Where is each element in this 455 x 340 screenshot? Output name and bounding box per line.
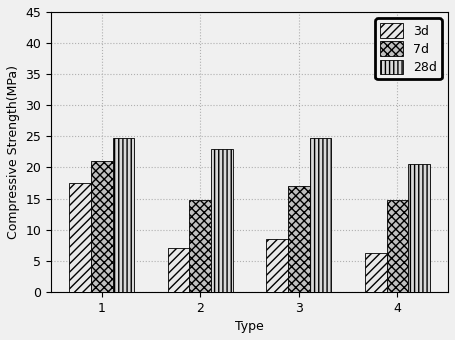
Bar bbox=[387, 200, 408, 292]
Bar bbox=[168, 248, 189, 292]
Bar bbox=[310, 138, 331, 292]
Bar bbox=[91, 161, 112, 292]
Bar bbox=[211, 149, 233, 292]
X-axis label: Type: Type bbox=[235, 320, 264, 333]
Bar bbox=[365, 253, 387, 292]
Bar bbox=[288, 186, 310, 292]
Legend: 3d, 7d, 28d: 3d, 7d, 28d bbox=[375, 18, 442, 79]
Bar bbox=[189, 200, 211, 292]
Bar bbox=[112, 138, 134, 292]
Bar bbox=[69, 183, 91, 292]
Y-axis label: Compressive Strength(MPa): Compressive Strength(MPa) bbox=[7, 65, 20, 239]
Bar bbox=[266, 239, 288, 292]
Bar bbox=[408, 164, 430, 292]
